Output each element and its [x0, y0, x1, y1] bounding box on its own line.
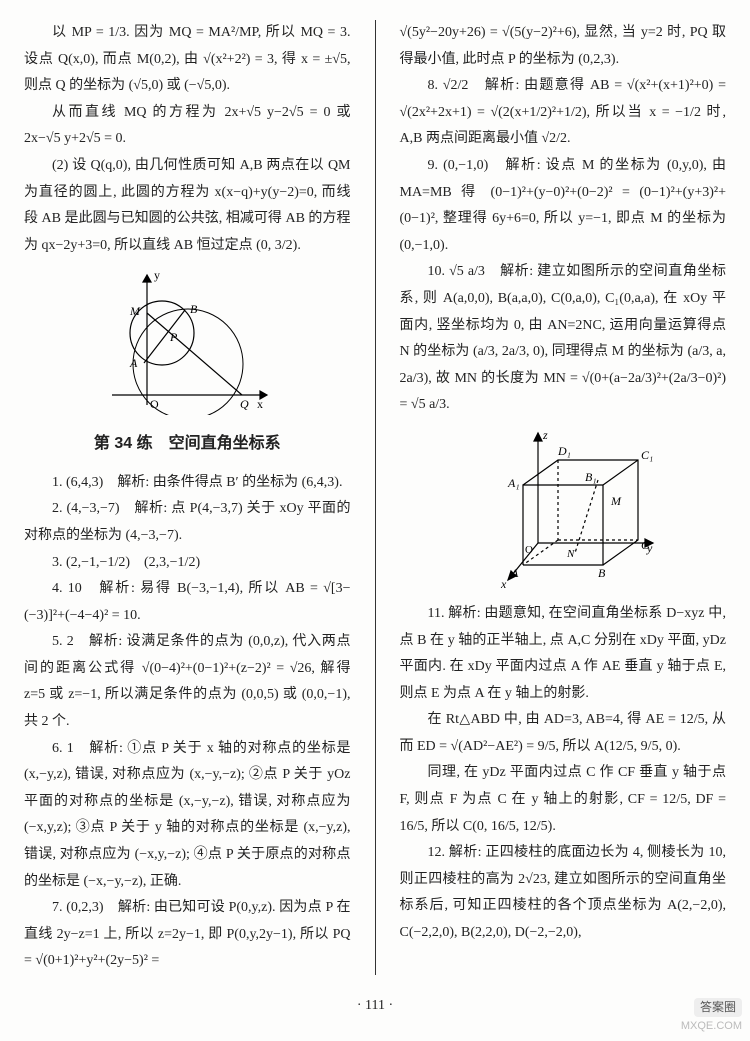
- right-q12: 12. 解析: 正四棱柱的底面边长为 4, 侧棱长为 10, 则正四棱柱的高为 …: [400, 840, 727, 946]
- fig1-label-B: B: [190, 302, 198, 316]
- page-number: · 111 ·: [24, 993, 726, 1020]
- fig1-label-y: y: [154, 268, 160, 282]
- right-q11c: 同理, 在 yDz 平面内过点 C 作 CF 垂直 y 轴于点 F, 则点 F …: [400, 760, 727, 840]
- left-p3: (2) 设 Q(q,0), 由几何性质可知 A,B 两点在以 QM 为直径的圆上…: [24, 153, 351, 259]
- fig1-label-M: M: [129, 304, 141, 318]
- left-q6: 6. 1 解析: ①点 P 关于 x 轴的对称点的坐标是 (x,−y,z), 错…: [24, 736, 351, 896]
- fig2-label-x: x: [500, 577, 507, 591]
- fig2-label-M: M: [610, 494, 622, 508]
- fig1-label-A: A: [129, 356, 138, 370]
- watermark-badge: 答案圈: [694, 998, 742, 1018]
- left-p2: 从而直线 MQ 的方程为 2x+√5 y−2√5 = 0 或 2x−√5 y+2…: [24, 100, 351, 153]
- fig1-label-O: O: [150, 397, 159, 411]
- fig2-label-O: O: [525, 544, 533, 556]
- fig2-label-N: N: [566, 548, 575, 560]
- left-q7: 7. (0,2,3) 解析: 由已知可设 P(0,y,z). 因为点 P 在直线…: [24, 895, 351, 975]
- left-q4: 4. 10 解析: 易得 B(−3,−1,4), 所以 AB = √[3−(−3…: [24, 576, 351, 629]
- fig2-label-z: z: [542, 428, 548, 442]
- right-q11a: 11. 解析: 由题意知, 在空间直角坐标系 D−xyz 中, 点 B 在 y …: [400, 601, 727, 707]
- fig1-label-x: x: [257, 397, 263, 411]
- fig1-label-P: P: [169, 330, 178, 344]
- watermark: 答案圈 MXQE.COM: [681, 998, 742, 1034]
- figure-circle-mq: O x y M B P A Q: [24, 265, 351, 415]
- right-column: √(5y²−20y+26) = √(5(y−2)²+6), 显然, 当 y=2 …: [400, 20, 727, 975]
- right-q11b: 在 Rt△ABD 中, 由 AD=3, AB=4, 得 AE = 12/5, 从…: [400, 707, 727, 760]
- left-q3: 3. (2,−1,−1/2) (2,3,−1/2): [24, 550, 351, 577]
- right-q8: 8. √2/2 解析: 由题意得 AB = √(x²+(x+1)²+0) = √…: [400, 73, 727, 153]
- fig2-label-A1: A₁: [507, 476, 520, 490]
- left-q2: 2. (4,−3,−7) 解析: 点 P(4,−3,7) 关于 xOy 平面的对…: [24, 496, 351, 549]
- figure-cube: O x y z A B C A₁ B₁ C₁ D₁ M N: [400, 425, 727, 595]
- right-p1: √(5y²−20y+26) = √(5(y−2)²+6), 显然, 当 y=2 …: [400, 20, 727, 73]
- left-q1: 1. (6,4,3) 解析: 由条件得点 B′ 的坐标为 (6,4,3).: [24, 470, 351, 497]
- right-q10: 10. √5 a/3 解析: 建立如图所示的空间直角坐标系, 则 A(a,0,0…: [400, 259, 727, 419]
- left-p1: 以 MP = 1/3. 因为 MQ = MA²/MP, 所以 MQ = 3. 设…: [24, 20, 351, 100]
- fig2-label-D1: D₁: [557, 444, 571, 458]
- fig2-label-C1: C₁: [641, 448, 653, 462]
- right-q9: 9. (0,−1,0) 解析: 设点 M 的坐标为 (0,y,0), 由 MA=…: [400, 153, 727, 259]
- fig2-label-B: B: [598, 566, 606, 580]
- fig2-label-C: C: [641, 538, 650, 552]
- column-divider: [375, 20, 376, 975]
- left-q5: 5. 2 解析: 设满足条件的点为 (0,0,z), 代入两点间的距离公式得 √…: [24, 629, 351, 735]
- fig2-label-A: A: [510, 566, 519, 580]
- watermark-url: MXQE.COM: [681, 1020, 742, 1032]
- fig2-label-B1: B₁: [585, 470, 597, 484]
- left-column: 以 MP = 1/3. 因为 MQ = MA²/MP, 所以 MQ = 3. 设…: [24, 20, 351, 975]
- fig1-label-Q: Q: [240, 397, 249, 411]
- section-title: 第 34 练 空间直角坐标系: [24, 429, 351, 459]
- two-column-layout: 以 MP = 1/3. 因为 MQ = MA²/MP, 所以 MQ = 3. 设…: [24, 20, 726, 975]
